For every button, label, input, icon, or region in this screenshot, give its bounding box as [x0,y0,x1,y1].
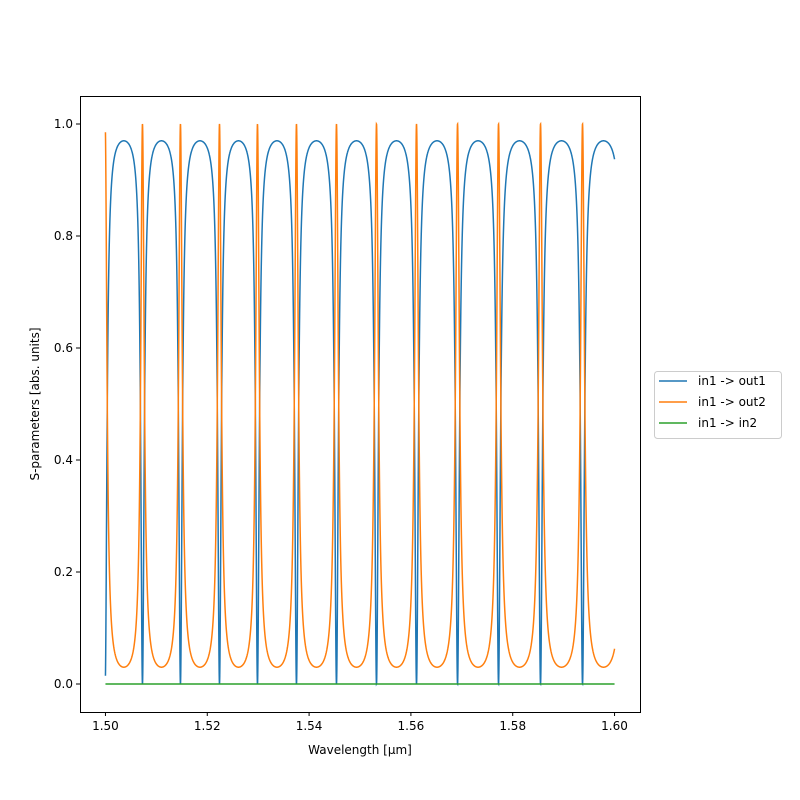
y-tick-label: 0.4 [54,453,73,467]
y-axis-label: S-parameters [abs. units] [28,327,42,480]
y-tick-label: 0.8 [54,229,73,243]
legend: in1 -> out1 in1 -> out2 in1 -> in2 [654,371,782,439]
legend-label: in1 -> in2 [698,416,757,430]
x-axis-label: Wavelength [μm] [308,743,412,757]
x-tick-label: 1.56 [398,719,425,733]
x-tick-label: 1.54 [296,719,323,733]
y-ticks: 0.0 0.2 0.4 0.6 0.8 1.0 [54,117,80,691]
x-ticks: 1.50 1.52 1.54 1.56 1.58 1.60 [92,712,628,733]
y-tick-label: 1.0 [54,117,73,131]
x-tick-label: 1.52 [194,719,221,733]
legend-label: in1 -> out2 [698,395,766,409]
axes-frame [80,96,641,713]
legend-label: in1 -> out1 [698,374,766,388]
series-line-1 [104,140,616,687]
series-lines [104,121,616,687]
x-tick-label: 1.50 [92,719,119,733]
legend-frame [654,371,782,439]
y-tick-label: 0.0 [54,677,73,691]
y-tick-label: 0.2 [54,565,73,579]
y-tick-label: 0.6 [54,341,73,355]
series-line-2 [104,121,616,668]
x-tick-label: 1.58 [499,719,526,733]
x-tick-label: 1.60 [601,719,628,733]
